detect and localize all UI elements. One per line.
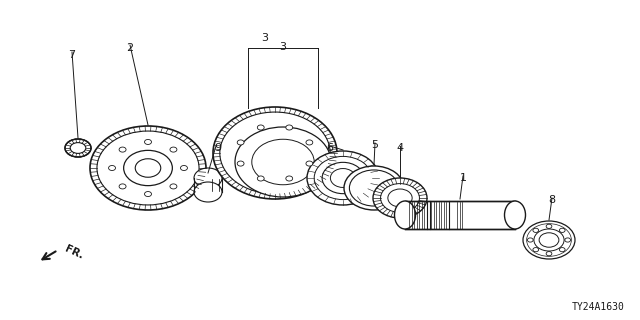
Ellipse shape (314, 156, 372, 200)
Ellipse shape (145, 140, 152, 145)
Ellipse shape (261, 143, 289, 163)
Ellipse shape (388, 189, 412, 207)
Ellipse shape (249, 134, 301, 172)
Ellipse shape (394, 201, 415, 229)
Ellipse shape (235, 127, 331, 197)
Ellipse shape (213, 107, 337, 199)
Ellipse shape (237, 161, 244, 166)
Ellipse shape (119, 147, 126, 152)
Text: 6: 6 (326, 143, 333, 153)
Text: FR.: FR. (63, 244, 84, 260)
Ellipse shape (109, 165, 116, 171)
Text: 3: 3 (262, 33, 269, 43)
Ellipse shape (344, 166, 404, 210)
Ellipse shape (286, 176, 292, 181)
Ellipse shape (257, 125, 264, 130)
Ellipse shape (119, 184, 126, 189)
Ellipse shape (306, 140, 313, 145)
Text: 1: 1 (460, 173, 467, 183)
Ellipse shape (381, 184, 419, 212)
Ellipse shape (286, 125, 292, 130)
Ellipse shape (97, 131, 199, 205)
Ellipse shape (70, 143, 86, 153)
Ellipse shape (539, 233, 559, 247)
Text: 3: 3 (280, 42, 287, 52)
Ellipse shape (145, 191, 152, 196)
Text: 2: 2 (127, 43, 134, 53)
Ellipse shape (322, 162, 364, 194)
Text: 7: 7 (68, 50, 76, 60)
Ellipse shape (237, 140, 244, 145)
Ellipse shape (523, 221, 575, 259)
Ellipse shape (194, 182, 222, 202)
Text: 4: 4 (396, 143, 404, 153)
Ellipse shape (534, 229, 564, 251)
Ellipse shape (180, 165, 188, 171)
Ellipse shape (252, 139, 314, 185)
Ellipse shape (170, 184, 177, 189)
Text: 9: 9 (214, 143, 221, 153)
Ellipse shape (124, 150, 172, 186)
Text: 8: 8 (548, 195, 556, 205)
FancyBboxPatch shape (405, 201, 515, 229)
Ellipse shape (170, 147, 177, 152)
Ellipse shape (373, 178, 427, 218)
Ellipse shape (90, 126, 206, 210)
Ellipse shape (220, 112, 330, 194)
Ellipse shape (135, 159, 161, 177)
Text: TY24A1630: TY24A1630 (572, 302, 625, 312)
Text: 5: 5 (371, 140, 378, 150)
Ellipse shape (307, 151, 379, 205)
Ellipse shape (349, 170, 399, 206)
Ellipse shape (65, 139, 91, 157)
Ellipse shape (527, 224, 572, 256)
Ellipse shape (257, 176, 264, 181)
Ellipse shape (330, 169, 356, 188)
Ellipse shape (504, 201, 525, 229)
Ellipse shape (306, 161, 313, 166)
Ellipse shape (194, 168, 222, 188)
